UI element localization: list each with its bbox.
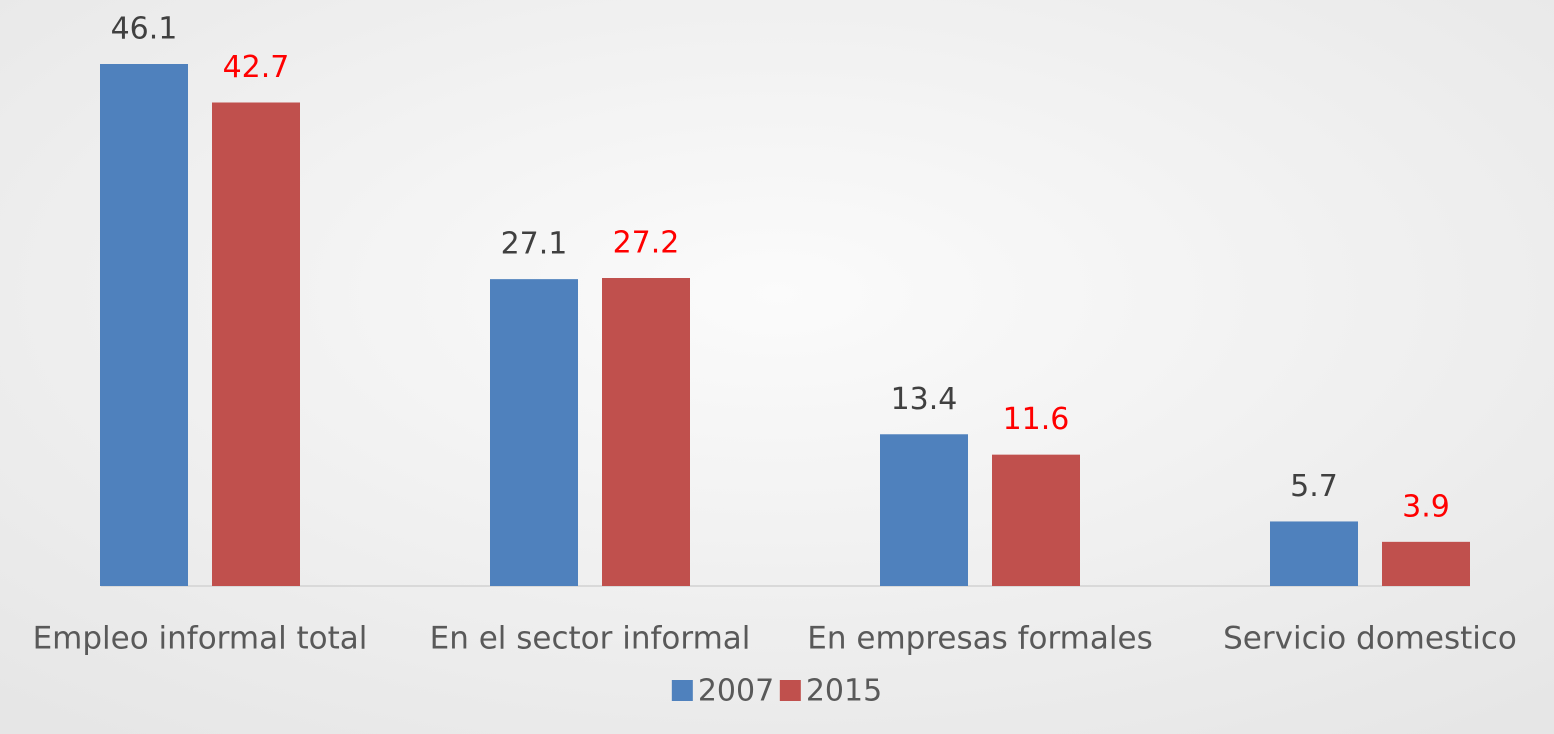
data-label: 42.7 (223, 50, 290, 85)
data-label: 5.7 (1290, 469, 1338, 504)
x-tick-label: En el sector informal (430, 621, 751, 657)
data-label: 11.6 (1003, 402, 1070, 437)
bar (880, 434, 968, 586)
legend-swatch (671, 680, 693, 701)
data-label: 13.4 (891, 382, 958, 417)
bar (992, 454, 1080, 586)
data-label: 27.2 (613, 226, 680, 261)
bar (100, 64, 188, 586)
legend-label: 2007 (698, 674, 774, 709)
bar (1270, 521, 1358, 586)
bar (1382, 541, 1470, 586)
bar (212, 102, 300, 587)
legend-swatch (779, 680, 801, 701)
bar (490, 279, 578, 586)
x-tick-label: En empresas formales (807, 621, 1152, 657)
bar (602, 278, 690, 586)
data-label: 27.1 (501, 227, 568, 262)
data-label: 46.1 (111, 12, 178, 47)
x-tick-label: Servicio domestico (1223, 621, 1517, 657)
legend-label: 2015 (806, 674, 882, 709)
data-label: 3.9 (1402, 489, 1450, 524)
x-tick-label: Empleo informal total (33, 621, 368, 657)
